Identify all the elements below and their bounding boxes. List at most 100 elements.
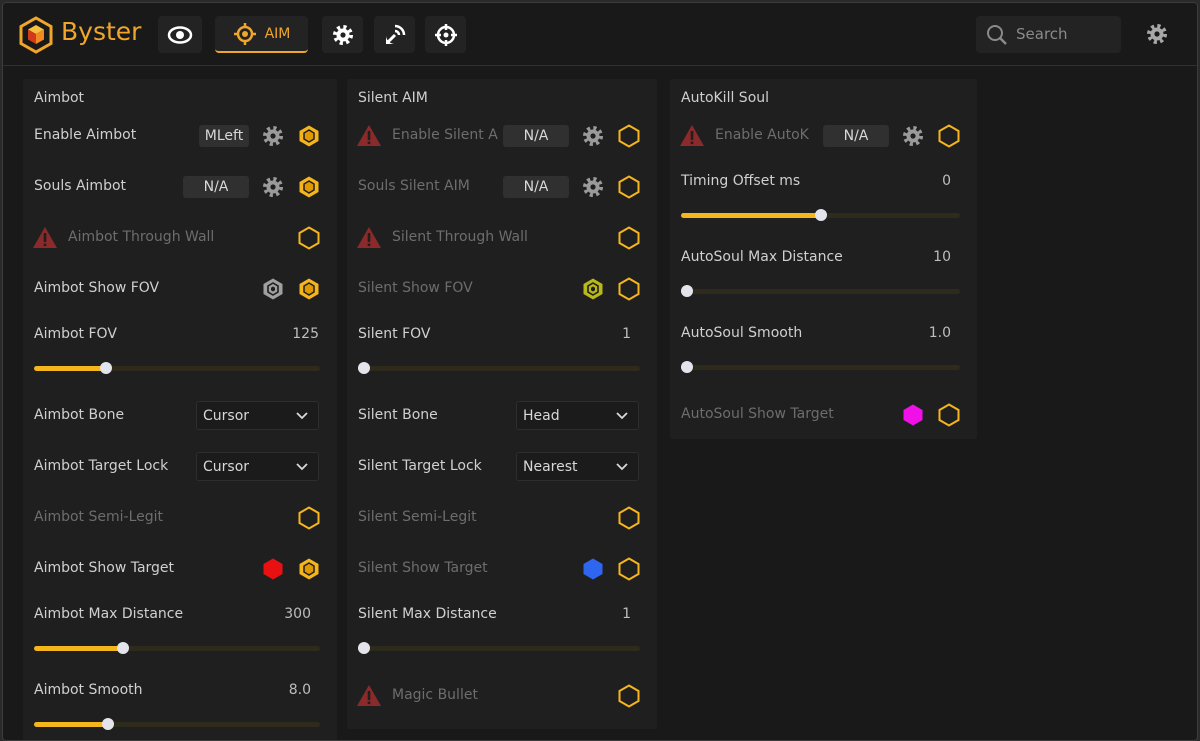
keybind-button[interactable]: N/A <box>503 176 569 198</box>
slider-value: 300 <box>284 606 311 622</box>
slider-track[interactable] <box>34 362 320 374</box>
keybind-button[interactable]: N/A <box>823 125 889 147</box>
gear-button[interactable] <box>901 124 925 148</box>
panel: Aimbot Enable Aimbot MLeft Souls Aimbot N/A A… <box>23 79 337 740</box>
tab-label: AIM <box>264 25 291 42</box>
toggle-off[interactable] <box>617 557 641 581</box>
fov-color[interactable] <box>581 277 605 301</box>
toggle-row: Silent Semi-Legit <box>347 493 657 544</box>
keybind-button[interactable]: MLeft <box>199 125 249 147</box>
dropdown[interactable]: Cursor <box>196 452 319 481</box>
setting-label: Aimbot Show Target <box>34 560 175 576</box>
warning-icon <box>357 227 381 248</box>
search-box[interactable]: Search <box>976 16 1121 53</box>
toggle-off[interactable] <box>937 124 961 148</box>
slider-knob[interactable] <box>99 362 112 374</box>
toggle-off[interactable] <box>297 226 321 250</box>
setting-label: Magic Bullet <box>392 687 478 703</box>
gear-button[interactable] <box>261 175 285 199</box>
gear-button[interactable] <box>581 175 605 199</box>
setting-label: Silent Bone <box>358 407 438 423</box>
toggle-on[interactable] <box>297 277 321 301</box>
setting-label: Aimbot Semi-Legit <box>34 509 164 525</box>
dropdown[interactable]: Head <box>516 401 639 430</box>
slider-track[interactable] <box>680 285 960 297</box>
gear-button[interactable] <box>581 124 605 148</box>
keybind-button[interactable]: N/A <box>183 176 249 198</box>
toggle-off[interactable] <box>617 175 641 199</box>
slider-knob[interactable] <box>116 642 129 654</box>
slider-label: Aimbot Smooth <box>34 682 143 698</box>
slider-track[interactable] <box>680 361 960 373</box>
slider-value: 10 <box>933 249 951 265</box>
slider-fill <box>681 213 821 218</box>
slider-label: Aimbot FOV <box>34 326 117 342</box>
toggle-on[interactable] <box>297 557 321 581</box>
toggle-on[interactable] <box>297 124 321 148</box>
tab-visuals[interactable] <box>158 16 202 53</box>
panel-title: Silent AIM <box>358 90 428 106</box>
slider-value: 1 <box>622 326 631 342</box>
slider-value: 0 <box>942 173 951 189</box>
tab-aim[interactable]: AIM <box>215 16 308 53</box>
slider-knob[interactable] <box>814 209 827 221</box>
toggle-off[interactable] <box>297 506 321 530</box>
toggle-on[interactable] <box>297 175 321 199</box>
toggle-row: Silent Through Wall <box>347 213 657 264</box>
slider-knob[interactable] <box>102 718 115 730</box>
setting-label: Aimbot Through Wall <box>68 229 215 245</box>
tab-target[interactable] <box>425 16 466 53</box>
setting-label: Silent Show Target <box>358 560 488 576</box>
dropdown[interactable]: Cursor <box>196 401 319 430</box>
dropdown-arrow <box>296 412 308 420</box>
slider-track[interactable] <box>357 362 640 374</box>
slider-fill <box>34 646 123 651</box>
tab-radar[interactable] <box>374 16 415 53</box>
slider-track[interactable] <box>34 718 320 730</box>
slider-knob[interactable] <box>680 361 693 373</box>
toggle-off[interactable] <box>617 506 641 530</box>
toggle-row: AutoSoul Show Target <box>670 390 977 441</box>
slider-row: Aimbot FOV 125 <box>23 315 337 391</box>
slider-track[interactable] <box>357 642 640 654</box>
fov-color[interactable] <box>261 277 285 301</box>
slider-track[interactable] <box>34 642 320 654</box>
dropdown-value: Cursor <box>203 408 250 424</box>
slider-row: Silent Max Distance 1 <box>347 595 657 671</box>
toggle-off[interactable] <box>617 684 641 708</box>
slider-value: 8.0 <box>288 682 311 698</box>
keybind-button[interactable]: N/A <box>503 125 569 147</box>
toggle-off[interactable] <box>617 226 641 250</box>
warning-icon <box>33 227 57 248</box>
tab-settings[interactable] <box>322 16 363 53</box>
slider-knob[interactable] <box>357 362 370 374</box>
setting-label: Silent Show FOV <box>358 280 473 296</box>
dropdown-arrow <box>616 412 628 420</box>
slider-track[interactable] <box>681 209 960 221</box>
slider-label: Silent FOV <box>358 326 431 342</box>
warning-icon <box>357 125 381 146</box>
color-swatch[interactable] <box>581 557 605 581</box>
toggle-off[interactable] <box>617 124 641 148</box>
dropdown-arrow <box>296 463 308 471</box>
setting-label: Aimbot Target Lock <box>34 458 169 474</box>
slider-knob[interactable] <box>680 285 693 297</box>
global-settings[interactable] <box>1145 22 1169 46</box>
brand: Byster <box>61 17 142 46</box>
setting-label: Aimbot Bone <box>34 407 125 423</box>
dropdown[interactable]: Nearest <box>516 452 639 481</box>
dropdown-row: Silent Bone Head <box>347 391 657 442</box>
toggle-off[interactable] <box>937 403 961 427</box>
setting-label: Enable Aimbot <box>34 127 137 143</box>
slider-value: 125 <box>292 326 319 342</box>
toggle-off[interactable] <box>617 277 641 301</box>
slider-row: Silent FOV 1 <box>347 315 657 391</box>
toggle-row: Enable Aimbot MLeft <box>23 111 337 162</box>
toggle-row: Silent Show FOV <box>347 264 657 315</box>
slider-knob[interactable] <box>357 642 370 654</box>
color-swatch[interactable] <box>901 403 925 427</box>
gear-button[interactable] <box>261 124 285 148</box>
color-swatch[interactable] <box>261 557 285 581</box>
slider-row: Aimbot Smooth 8.0 <box>23 671 337 740</box>
